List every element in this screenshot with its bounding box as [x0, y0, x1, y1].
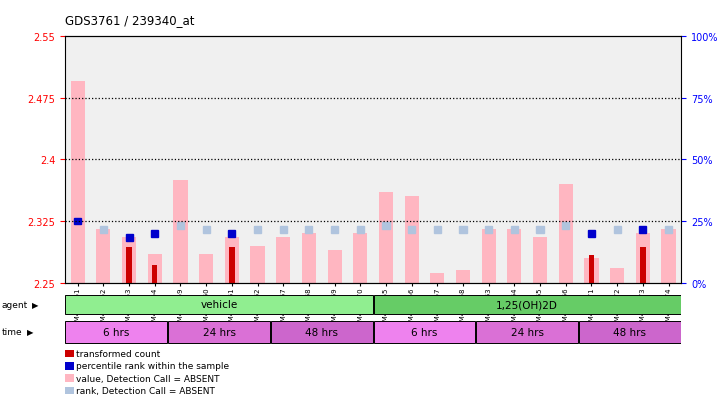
Bar [71, 82, 85, 283]
Bar [151, 230, 159, 237]
Bar [459, 226, 466, 233]
Bar [229, 248, 234, 283]
Bar [254, 226, 261, 233]
Bar [225, 238, 239, 283]
Text: vehicle: vehicle [200, 299, 238, 310]
Bar [665, 226, 672, 233]
Bar [250, 246, 265, 283]
Bar [456, 271, 470, 283]
Bar [579, 321, 681, 343]
Bar [353, 234, 367, 283]
Bar [508, 230, 521, 283]
Bar [174, 180, 187, 283]
Bar [99, 226, 107, 233]
Bar [74, 218, 81, 225]
Bar [66, 295, 373, 314]
Bar [477, 321, 578, 343]
Bar [357, 226, 364, 233]
Bar [585, 259, 598, 283]
Bar [430, 273, 444, 283]
Bar [640, 248, 645, 283]
Bar [280, 226, 287, 233]
Bar [636, 234, 650, 283]
Text: 24 hrs: 24 hrs [510, 327, 544, 337]
Bar [168, 321, 270, 343]
Text: ▶: ▶ [32, 300, 38, 309]
Text: 6 hrs: 6 hrs [411, 327, 438, 337]
Bar [434, 226, 441, 233]
Bar [485, 226, 492, 233]
Bar [382, 222, 389, 229]
Bar [510, 226, 518, 233]
Bar [122, 238, 136, 283]
Bar [661, 230, 676, 283]
Bar [152, 265, 157, 283]
Bar [533, 238, 547, 283]
Text: 48 hrs: 48 hrs [305, 327, 338, 337]
Bar [404, 197, 419, 283]
Bar [408, 226, 415, 233]
Bar [305, 226, 312, 233]
Bar [614, 226, 621, 233]
Bar [203, 226, 210, 233]
Bar [373, 295, 681, 314]
Text: 48 hrs: 48 hrs [614, 327, 647, 337]
Text: value, Detection Call = ABSENT: value, Detection Call = ABSENT [76, 374, 220, 383]
Text: transformed count: transformed count [76, 349, 161, 358]
Text: rank, Detection Call = ABSENT: rank, Detection Call = ABSENT [76, 386, 216, 395]
Text: 24 hrs: 24 hrs [203, 327, 236, 337]
Bar [482, 230, 496, 283]
Bar [373, 321, 475, 343]
Bar [640, 226, 647, 233]
Text: GDS3761 / 239340_at: GDS3761 / 239340_at [65, 14, 195, 27]
Bar [199, 254, 213, 283]
Bar [331, 226, 338, 233]
Bar [536, 226, 544, 233]
Bar [559, 185, 572, 283]
Bar [327, 250, 342, 283]
Bar [148, 254, 162, 283]
Bar [177, 222, 184, 229]
Bar [66, 321, 167, 343]
Bar [588, 230, 595, 237]
Text: 1,25(OH)2D: 1,25(OH)2D [496, 299, 558, 310]
Bar [125, 235, 133, 241]
Text: time: time [1, 328, 22, 337]
Bar [229, 230, 236, 237]
Bar [97, 230, 110, 283]
Text: percentile rank within the sample: percentile rank within the sample [76, 361, 229, 370]
Text: agent: agent [1, 300, 27, 309]
Bar [302, 234, 316, 283]
Bar [562, 222, 570, 229]
Bar [379, 193, 393, 283]
Text: 6 hrs: 6 hrs [103, 327, 130, 337]
Bar [610, 268, 624, 283]
Text: ▶: ▶ [27, 328, 33, 337]
Bar [271, 321, 373, 343]
Bar [589, 256, 594, 283]
Bar [126, 248, 132, 283]
Bar [276, 238, 291, 283]
